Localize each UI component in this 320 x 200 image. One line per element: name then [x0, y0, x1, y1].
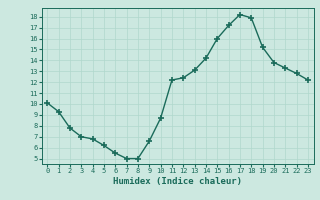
X-axis label: Humidex (Indice chaleur): Humidex (Indice chaleur) — [113, 177, 242, 186]
